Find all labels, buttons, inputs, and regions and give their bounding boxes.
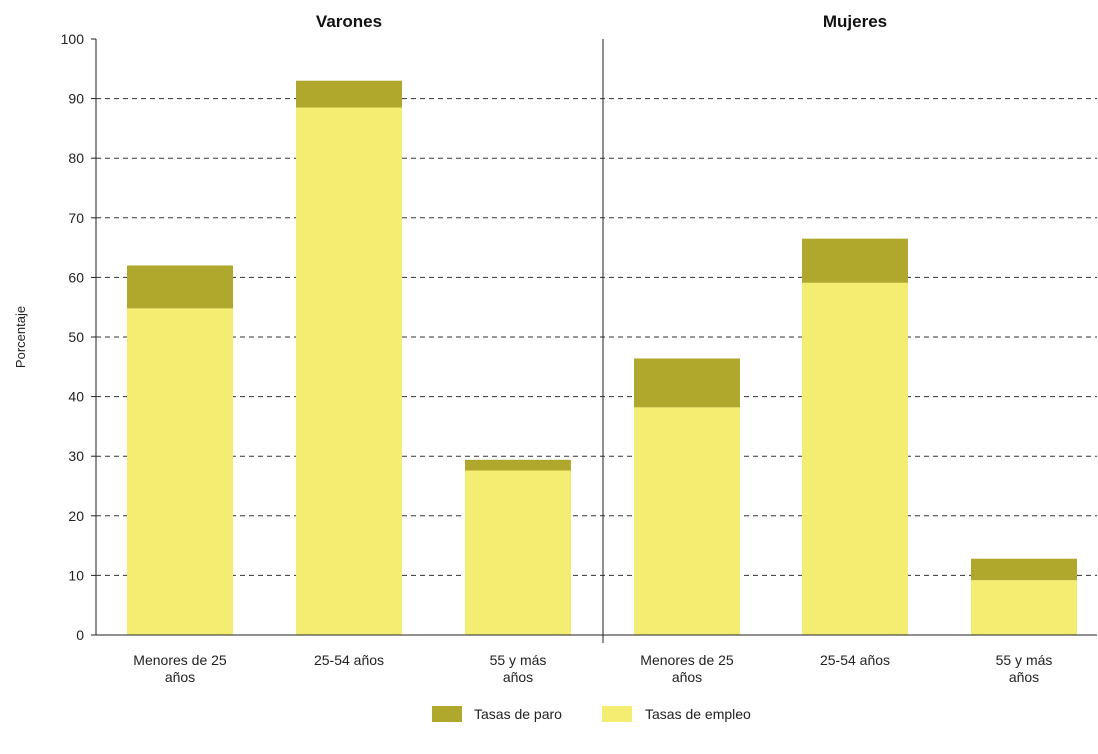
bar-paro-1-1	[802, 238, 908, 283]
bar-empleo-1-0	[634, 407, 740, 635]
y-axis-title: Porcentaje	[13, 306, 28, 368]
bar-empleo-0-1	[296, 107, 402, 636]
bar-paro-0-0	[127, 265, 233, 309]
bar-paro-0-2	[465, 459, 571, 471]
y-tick-label-100: 100	[61, 31, 85, 47]
y-tick-label-70: 70	[68, 210, 84, 226]
category-label-0-2-0: 55 y más	[490, 652, 547, 668]
category-label-1-0-0: Menores de 25	[640, 652, 734, 668]
legend: Tasas de paro Tasas de empleo	[432, 706, 751, 722]
y-tick-label-80: 80	[68, 150, 84, 166]
y-tick-label-60: 60	[68, 269, 84, 285]
bar-empleo-1-1	[802, 282, 908, 635]
category-label-0-0-1: años	[165, 669, 195, 685]
y-tick-label-0: 0	[76, 627, 84, 643]
y-ticks: 0 10 20 30 40 50 60 70 80 90 100	[61, 31, 96, 643]
y-tick-label-20: 20	[68, 508, 84, 524]
y-tick-label-30: 30	[68, 448, 84, 464]
y-tick-label-90: 90	[68, 91, 84, 107]
bar-empleo-0-0	[127, 308, 233, 635]
category-label-1-2-1: años	[1009, 669, 1039, 685]
category-label-0-0-0: Menores de 25	[133, 652, 227, 668]
panel-title-mujeres: Mujeres	[823, 12, 887, 31]
bars	[127, 80, 1077, 636]
panel-titles: Varones Mujeres	[316, 12, 887, 31]
legend-label-empleo: Tasas de empleo	[645, 706, 751, 722]
bar-paro-1-2	[971, 558, 1077, 581]
category-label-1-0-1: años	[672, 669, 702, 685]
bar-empleo-0-2	[465, 470, 571, 635]
y-tick-label-40: 40	[68, 389, 84, 405]
category-label-1-2-0: 55 y más	[996, 652, 1053, 668]
y-tick-label-10: 10	[68, 567, 84, 583]
legend-swatch-empleo	[602, 706, 632, 722]
y-tick-label-50: 50	[68, 329, 84, 345]
bar-paro-0-1	[296, 80, 402, 108]
legend-swatch-paro	[432, 706, 462, 722]
legend-label-paro: Tasas de paro	[474, 706, 562, 722]
category-label-0-1-0: 25-54 años	[314, 652, 384, 668]
category-label-0-2-1: años	[503, 669, 533, 685]
category-label-1-1-0: 25-54 años	[820, 652, 890, 668]
bar-paro-1-0	[634, 358, 740, 408]
panel-title-varones: Varones	[316, 12, 382, 31]
gridlines	[96, 98, 1097, 576]
bar-empleo-1-2	[971, 580, 1077, 635]
axes	[95, 39, 1097, 643]
